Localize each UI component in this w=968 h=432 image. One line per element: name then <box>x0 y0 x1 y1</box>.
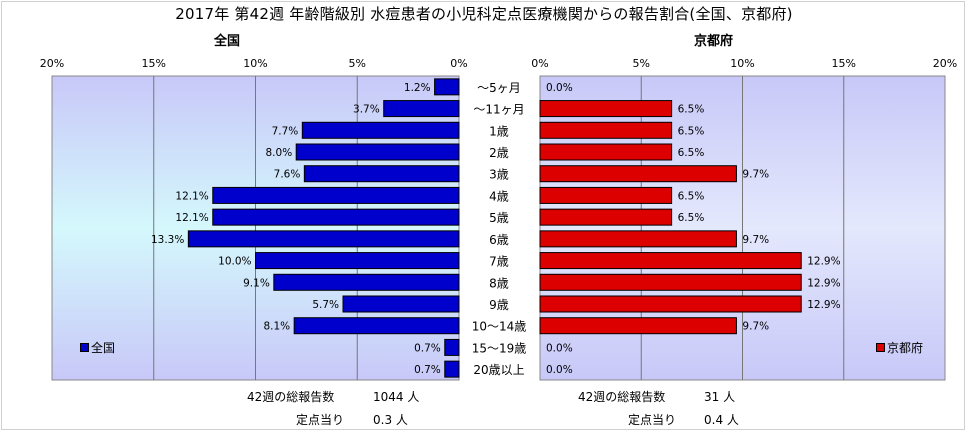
category-label: 20歳以上 <box>473 363 524 377</box>
national-data-label: 9.1% <box>243 277 270 289</box>
national-tick-label: 15% <box>142 57 166 70</box>
national-total-value: 1044 人 <box>373 390 420 404</box>
kyoto-data-label: 6.5% <box>678 212 705 224</box>
kyoto-data-label: 12.9% <box>807 256 840 268</box>
national-bar <box>444 338 460 356</box>
national-bar <box>303 165 460 183</box>
kyoto-legend: 京都府 <box>876 339 923 356</box>
kyoto-bar <box>539 100 673 118</box>
national-per-value: 0.3 人 <box>373 413 408 427</box>
category-label: ～5ヶ月 <box>477 81 521 95</box>
national-data-label: 0.7% <box>414 342 441 354</box>
kyoto-tick-label: 5% <box>633 57 650 70</box>
category-label: 15～19歳 <box>472 341 527 355</box>
kyoto-bar <box>539 143 673 161</box>
category-label: 3歳 <box>489 168 509 182</box>
national-data-label: 0.7% <box>414 364 441 376</box>
national-tick-label: 5% <box>349 57 366 70</box>
kyoto-bar <box>539 121 673 139</box>
kyoto-data-label: 0.0% <box>546 342 573 354</box>
category-label: 4歳 <box>489 189 509 203</box>
category-label: 10～14歳 <box>472 320 527 334</box>
kyoto-data-label: 9.7% <box>742 169 769 181</box>
category-label: 8歳 <box>489 276 509 290</box>
kyoto-data-label: 6.5% <box>678 147 705 159</box>
national-bar <box>383 100 460 118</box>
national-bar <box>301 121 460 139</box>
national-bar <box>293 317 460 335</box>
national-legend-swatch <box>80 343 89 352</box>
national-bar <box>212 186 460 204</box>
kyoto-bar <box>539 165 737 183</box>
kyoto-data-label: 9.7% <box>742 234 769 246</box>
national-data-label: 8.0% <box>266 147 293 159</box>
category-label: 2歳 <box>489 146 509 160</box>
kyoto-bar <box>539 295 802 313</box>
kyoto-data-label: 6.5% <box>678 125 705 137</box>
category-label: 6歳 <box>489 233 509 247</box>
chart-title: 2017年 第42週 年齢階級別 水痘患者の小児科定点医療機関からの報告割合(全… <box>175 5 793 23</box>
national-bar <box>434 78 460 96</box>
kyoto-bar <box>539 186 673 204</box>
national-total-label: 42週の総報告数 <box>247 390 335 404</box>
national-data-label: 3.7% <box>353 104 380 116</box>
kyoto-bar <box>539 252 802 270</box>
category-label: 5歳 <box>489 211 509 225</box>
national-per-label: 定点当り <box>296 413 345 427</box>
kyoto-data-label: 9.7% <box>742 321 769 333</box>
national-data-label: 5.7% <box>312 299 339 311</box>
kyoto-data-label: 12.9% <box>807 277 840 289</box>
national-tick-label: 0% <box>450 57 467 70</box>
kyoto-tick-label: 15% <box>832 57 856 70</box>
national-bar <box>444 360 460 378</box>
national-data-label: 12.1% <box>175 190 208 202</box>
national-tick-label: 10% <box>243 57 267 70</box>
national-bar <box>295 143 460 161</box>
national-data-label: 13.3% <box>151 234 184 246</box>
national-tick-label: 20% <box>40 57 64 70</box>
kyoto-data-label: 12.9% <box>807 299 840 311</box>
national-data-label: 12.1% <box>175 212 208 224</box>
national-legend-label: 全国 <box>91 341 116 355</box>
national-bar <box>342 295 460 313</box>
national-bar <box>187 230 460 248</box>
category-label: ～11ヶ月 <box>473 103 524 117</box>
national-bar <box>273 273 460 291</box>
national-subtitle: 全国 <box>214 34 241 49</box>
kyoto-data-label: 0.0% <box>546 82 573 94</box>
kyoto-tick-label: 0% <box>531 57 548 70</box>
kyoto-bar <box>539 208 673 226</box>
kyoto-per-label: 定点当り <box>628 413 677 427</box>
kyoto-tick-label: 20% <box>933 57 957 70</box>
category-label: 7歳 <box>489 255 509 269</box>
kyoto-total-label: 42週の総報告数 <box>578 390 666 404</box>
national-bar <box>212 208 460 226</box>
kyoto-data-label: 6.5% <box>678 190 705 202</box>
kyoto-bar <box>539 273 802 291</box>
national-data-label: 8.1% <box>263 321 290 333</box>
kyoto-data-label: 6.5% <box>678 104 705 116</box>
national-data-label: 7.7% <box>272 125 299 137</box>
kyoto-tick-label: 10% <box>730 57 754 70</box>
kyoto-bar <box>539 230 737 248</box>
national-legend: 全国 <box>80 339 115 356</box>
kyoto-bar <box>539 317 737 335</box>
national-data-label: 1.2% <box>404 82 431 94</box>
kyoto-per-value: 0.4 人 <box>704 413 739 427</box>
kyoto-legend-swatch <box>876 343 885 352</box>
kyoto-legend-label: 京都府 <box>887 341 924 355</box>
national-data-label: 7.6% <box>274 169 301 181</box>
national-bar <box>255 252 460 270</box>
kyoto-total-value: 31 人 <box>704 390 736 404</box>
kyoto-data-label: 0.0% <box>546 364 573 376</box>
category-label: 1歳 <box>489 124 509 138</box>
category-label: 9歳 <box>489 298 509 312</box>
kyoto-subtitle: 京都府 <box>694 34 734 49</box>
national-data-label: 10.0% <box>218 256 251 268</box>
